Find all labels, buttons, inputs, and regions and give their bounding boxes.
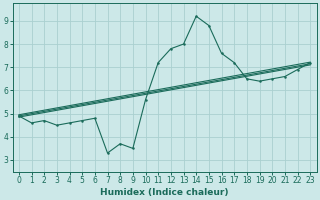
X-axis label: Humidex (Indice chaleur): Humidex (Indice chaleur) (100, 188, 229, 197)
